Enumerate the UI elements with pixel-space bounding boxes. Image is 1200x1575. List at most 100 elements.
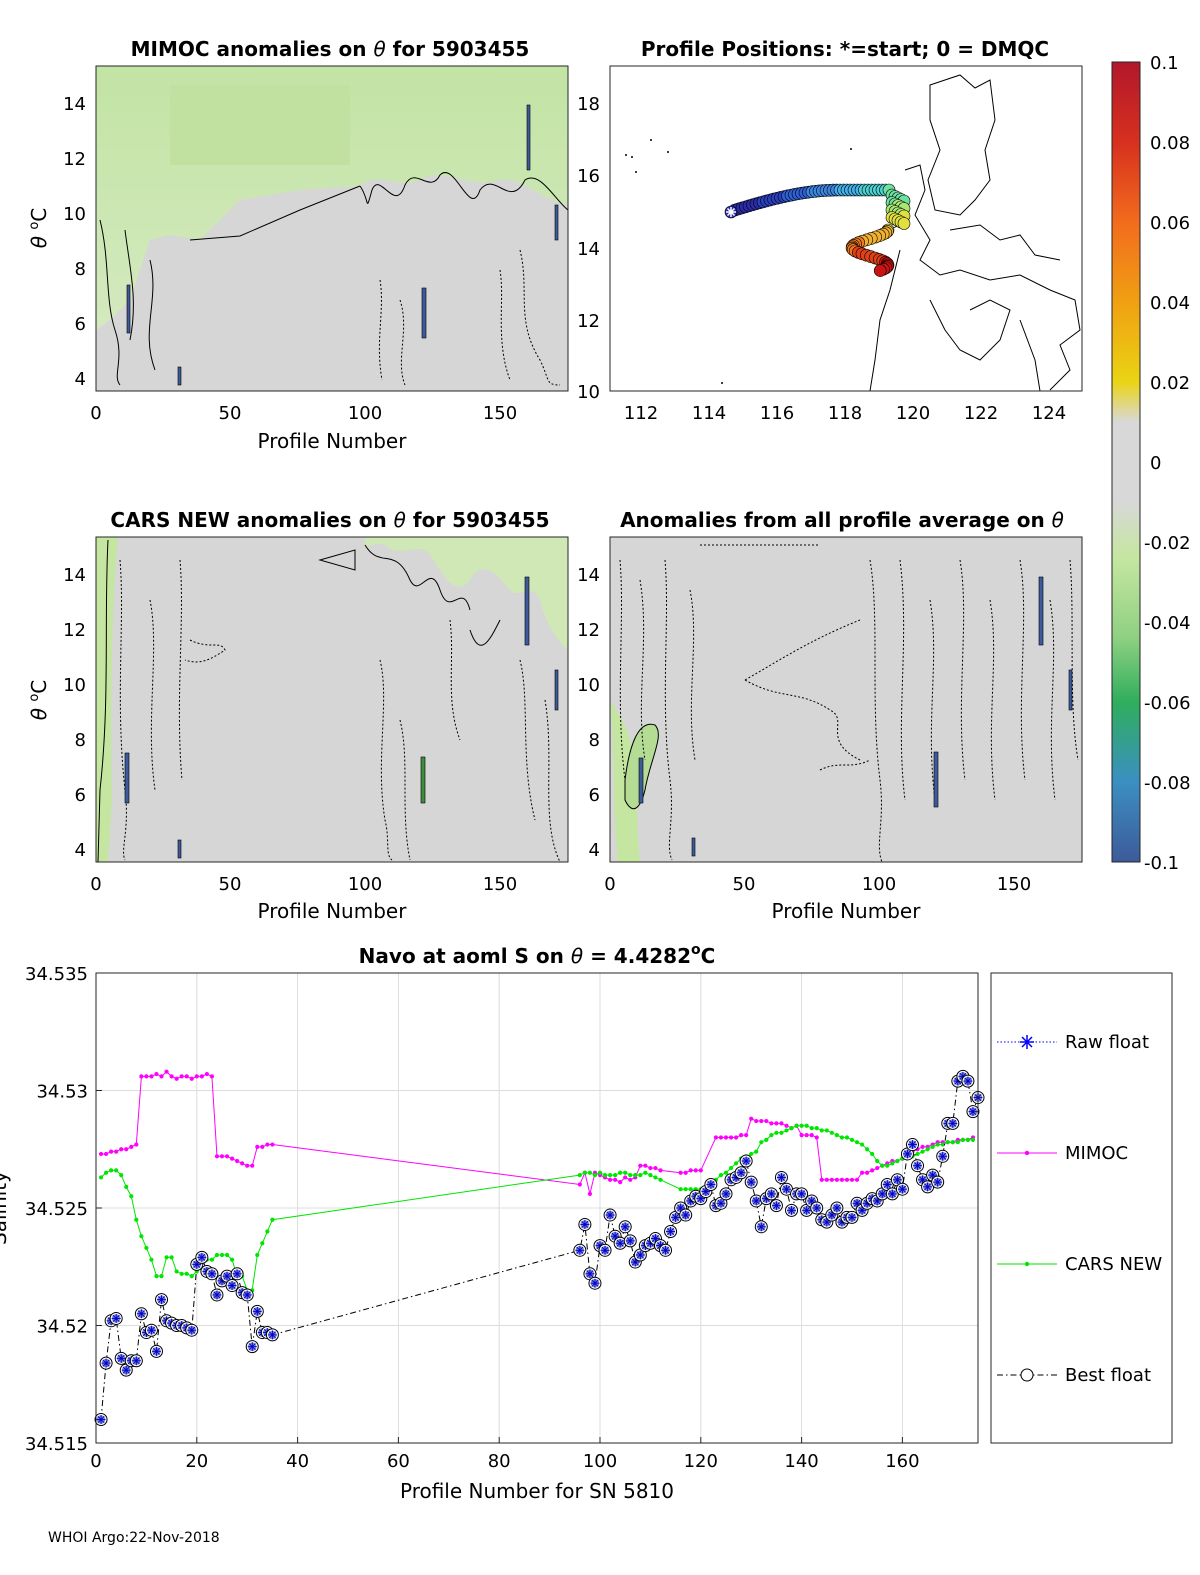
y-tick-label: 8 bbox=[589, 730, 600, 751]
data-point-cars-new bbox=[839, 1135, 845, 1140]
y-tick-label: 12 bbox=[577, 311, 600, 332]
data-point-best-float bbox=[659, 1243, 673, 1257]
data-point-cars-new bbox=[592, 1173, 598, 1178]
data-point-cars-new bbox=[582, 1170, 587, 1175]
allavg-blue-streak bbox=[638, 757, 644, 804]
allavg-blue-streak bbox=[1038, 576, 1044, 646]
allavg-blue-streak bbox=[691, 837, 696, 857]
data-point-cars-new bbox=[829, 1130, 834, 1135]
data-point-cars-new bbox=[633, 1173, 638, 1178]
footer-credit: WHOI Argo:22-Nov-2018 bbox=[48, 1530, 220, 1546]
dot-marker-icon bbox=[1024, 1261, 1030, 1267]
chart-y-axis-label: Salinity bbox=[0, 1171, 11, 1245]
y-tick-label: 18 bbox=[577, 94, 600, 115]
x-tick-label: 100 bbox=[348, 403, 382, 424]
data-point-mimoc bbox=[623, 1175, 628, 1180]
data-point-mimoc bbox=[839, 1177, 845, 1182]
data-point-cars-new bbox=[960, 1137, 965, 1142]
data-point-best-float bbox=[240, 1288, 254, 1302]
y-tick-label: 14 bbox=[577, 565, 600, 586]
mimoc-blue-streak bbox=[554, 204, 559, 241]
data-point-best-float bbox=[911, 1159, 925, 1173]
y-tick-label: 6 bbox=[75, 314, 86, 335]
data-point-best-float bbox=[265, 1328, 279, 1342]
mimoc-green-patch bbox=[170, 85, 350, 165]
colorbar-tick: -0.04 bbox=[1144, 613, 1191, 634]
y-tick-label: 12 bbox=[63, 149, 86, 170]
data-point-best-float bbox=[94, 1413, 108, 1426]
data-point-mimoc bbox=[920, 1144, 925, 1149]
data-point-best-float bbox=[578, 1217, 592, 1231]
x-tick-label: 150 bbox=[483, 874, 517, 895]
positions-axes-box bbox=[609, 65, 1083, 392]
map-dots bbox=[625, 139, 852, 384]
cars-blue-streak bbox=[177, 839, 182, 859]
data-point-cars-new bbox=[859, 1142, 865, 1147]
data-point-best-float bbox=[245, 1340, 259, 1354]
data-point-best-float bbox=[719, 1187, 733, 1201]
data-point-best-float bbox=[210, 1288, 224, 1302]
data-point-best-float bbox=[608, 1229, 622, 1243]
x-tick-label: 124 bbox=[1032, 403, 1066, 424]
legend-entry-cars-new: CARS NEW bbox=[997, 1254, 1162, 1275]
colorbar-tick: 0 bbox=[1150, 453, 1161, 474]
allavg-contour-dotted bbox=[619, 544, 1079, 863]
allavg-blue-streak bbox=[1068, 669, 1073, 711]
mimoc-contour-dotted bbox=[378, 249, 561, 386]
data-point-mimoc bbox=[759, 1118, 764, 1124]
data-point-mimoc bbox=[169, 1074, 174, 1079]
data-point-cars-new bbox=[769, 1133, 774, 1138]
asterisk-marker-icon bbox=[1020, 1035, 1034, 1049]
x-tick-label: 116 bbox=[760, 403, 794, 424]
data-point-cars-new bbox=[164, 1255, 169, 1260]
data-point-best-float bbox=[669, 1210, 683, 1224]
positions-ticks: 112 114 116 118 120 122 124 10 12 14 16 … bbox=[577, 94, 1066, 424]
legend-entry-best-float: Best float bbox=[997, 1365, 1151, 1386]
start-marker-icon bbox=[724, 205, 738, 219]
data-point-cars-new bbox=[804, 1123, 809, 1128]
y-tick-label: 14 bbox=[63, 94, 86, 115]
data-point-cars-new bbox=[255, 1252, 260, 1258]
data-point-mimoc bbox=[718, 1135, 724, 1140]
data-point-cars-new bbox=[638, 1173, 643, 1178]
x-tick-label: 40 bbox=[286, 1451, 309, 1472]
cars-axes-box bbox=[95, 536, 569, 863]
data-point-mimoc bbox=[749, 1116, 754, 1121]
data-point-cars-new bbox=[658, 1177, 663, 1182]
cars-green-region bbox=[365, 537, 568, 650]
data-point-best-float bbox=[633, 1248, 647, 1262]
legend-box bbox=[990, 972, 1173, 1444]
colorbar-tick: 0.1 bbox=[1150, 53, 1179, 74]
legend-label: Best float bbox=[1065, 1365, 1151, 1386]
data-point-mimoc bbox=[214, 1154, 220, 1159]
y-tick-label: 8 bbox=[75, 259, 86, 280]
legend-entry-raw-float: Raw float bbox=[997, 1032, 1149, 1053]
data-point-best-float bbox=[961, 1074, 975, 1088]
data-point-mimoc bbox=[149, 1074, 154, 1079]
data-point-mimoc bbox=[769, 1121, 774, 1126]
data-point-best-float bbox=[603, 1208, 617, 1222]
data-point-cars-new bbox=[849, 1137, 855, 1142]
mimoc-blue-streak bbox=[421, 287, 427, 339]
data-point-mimoc bbox=[103, 1151, 109, 1157]
data-point-cars-new bbox=[224, 1252, 230, 1258]
data-point-cars-new bbox=[754, 1149, 759, 1154]
legend-label: CARS NEW bbox=[1065, 1254, 1162, 1275]
data-point-cars-new bbox=[628, 1173, 633, 1178]
colorbar-gradient bbox=[1111, 61, 1141, 863]
data-point-cars-new bbox=[885, 1163, 890, 1168]
chart-x-ticks: 0 20 40 60 80 100 120 140 160 bbox=[90, 1437, 920, 1472]
mimoc-ticks: 0 50 100 150 4 6 8 10 12 14 bbox=[63, 94, 517, 424]
chart-series bbox=[94, 1069, 985, 1426]
data-point-cars-new bbox=[184, 1271, 189, 1276]
data-point-cars-new bbox=[723, 1170, 729, 1175]
data-point-mimoc bbox=[134, 1142, 139, 1147]
data-point-best-float bbox=[679, 1208, 693, 1222]
data-point-mimoc bbox=[643, 1163, 648, 1168]
allavg-title: Anomalies from all profile average on θ bbox=[620, 508, 1064, 532]
dot-marker-icon bbox=[1024, 1150, 1030, 1156]
data-point-mimoc bbox=[265, 1142, 270, 1147]
data-point-mimoc bbox=[829, 1177, 834, 1182]
data-point-cars-new bbox=[103, 1170, 109, 1175]
data-point-best-float bbox=[588, 1276, 602, 1290]
